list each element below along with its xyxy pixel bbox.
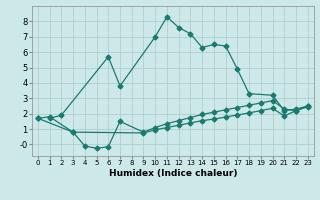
X-axis label: Humidex (Indice chaleur): Humidex (Indice chaleur) xyxy=(108,169,237,178)
